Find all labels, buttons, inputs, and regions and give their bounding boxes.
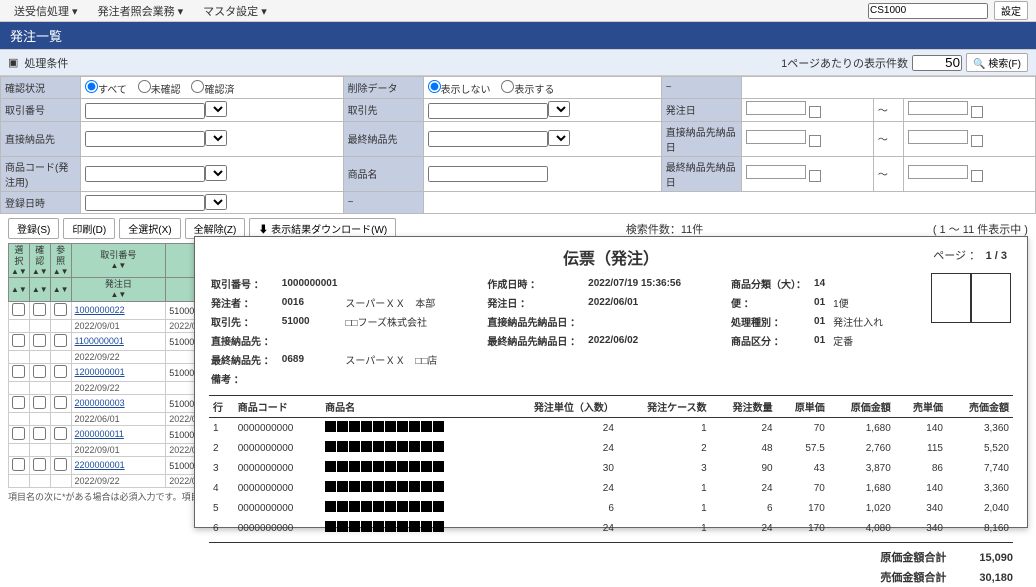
- row-ref[interactable]: [54, 303, 67, 316]
- search-button[interactable]: 🔍 検索(F): [966, 53, 1028, 72]
- txno-link[interactable]: 1100000001: [75, 336, 124, 346]
- radio-show[interactable]: [501, 80, 514, 93]
- row-check[interactable]: [12, 334, 25, 347]
- user-field[interactable]: [868, 3, 988, 19]
- reg-input[interactable]: [85, 195, 205, 211]
- slip-row: 40000000000 24124 701,6801403,360: [209, 478, 1013, 498]
- grid-col[interactable]: 発注日▲▼: [71, 278, 166, 301]
- txno-link[interactable]: 2200000001: [75, 460, 125, 470]
- lbl-deleted: 削除データ: [343, 77, 423, 99]
- partner-input[interactable]: [428, 103, 548, 119]
- topbar: 送受信処理 ▾ 発注者照会業務 ▾ マスタ設定 ▾ 設定: [0, 0, 1036, 22]
- radio-conf[interactable]: [191, 80, 204, 93]
- slip-col: 売単価: [895, 396, 947, 418]
- result-range: ( 1 ～ 11 件表示中 ): [933, 221, 1028, 237]
- menu-inquiry[interactable]: 発注者照会業務 ▾: [92, 1, 190, 21]
- cal-icon[interactable]: [809, 170, 821, 182]
- menu-master[interactable]: マスタ設定 ▾: [197, 1, 273, 21]
- radio-unconf[interactable]: [138, 80, 151, 93]
- txno-link[interactable]: 2000000011: [75, 429, 124, 439]
- direct-input[interactable]: [85, 131, 205, 147]
- total-row: 原価金額合計 15,090: [209, 547, 1013, 567]
- txno-link[interactable]: 2000000003: [75, 398, 125, 408]
- grid-col[interactable]: 参照▲▼: [50, 244, 71, 278]
- slip-col: 発注数量: [711, 396, 777, 418]
- slip-col: 行: [209, 396, 234, 418]
- row-check[interactable]: [12, 427, 25, 440]
- filter-table: 確認状況 すべて 未確認 確認済 削除データ 表示しない 表示する ~ 取引番号…: [0, 76, 1036, 214]
- row-conf[interactable]: [33, 427, 46, 440]
- code-input[interactable]: [85, 166, 205, 182]
- row-check[interactable]: [12, 303, 25, 316]
- row-ref[interactable]: [54, 365, 67, 378]
- txno-link[interactable]: 1000000022: [75, 305, 125, 315]
- row-ref[interactable]: [54, 396, 67, 409]
- slip-col: 発注単位（入数）: [497, 396, 618, 418]
- section-label: 処理条件: [24, 55, 68, 71]
- final-input[interactable]: [428, 131, 548, 147]
- cal-icon[interactable]: [971, 135, 983, 147]
- grid-col[interactable]: ▲▼: [50, 278, 71, 301]
- name-input[interactable]: [428, 166, 548, 182]
- slip-row: 30000000000 30390 433,870867,740: [209, 458, 1013, 478]
- grid-col[interactable]: 取引番号▲▼: [71, 244, 166, 278]
- row-ref[interactable]: [54, 334, 67, 347]
- slip-row: 20000000000 24248 57.52,7601155,520: [209, 438, 1013, 458]
- row-conf[interactable]: [33, 334, 46, 347]
- slip-row: 10000000000 24124 701,6801403,360: [209, 418, 1013, 439]
- slip-row: 60000000000 24124 1704,0803408,160: [209, 518, 1013, 538]
- partner-sel[interactable]: [548, 101, 570, 117]
- cal-icon[interactable]: [971, 170, 983, 182]
- slip-col: 売価金額: [947, 396, 1013, 418]
- slip-col: 発注ケース数: [618, 396, 711, 418]
- slip-col: 商品コード: [234, 396, 321, 418]
- row-check[interactable]: [12, 396, 25, 409]
- txno-input[interactable]: [85, 103, 205, 119]
- stamp-box: [971, 273, 1011, 323]
- menu-txrx[interactable]: 送受信処理 ▾: [8, 1, 84, 21]
- radio-all[interactable]: [85, 80, 98, 93]
- slip-title: 伝票（発注）: [209, 245, 1013, 269]
- grid-col[interactable]: ▲▼: [9, 278, 30, 301]
- slip-col: 原単価: [777, 396, 829, 418]
- print-button[interactable]: 印刷(D): [63, 218, 115, 239]
- per-page-input[interactable]: [912, 55, 962, 71]
- section-header: ▣ 処理条件 1ページあたりの表示件数 🔍 検索(F): [0, 49, 1036, 76]
- txno-link[interactable]: 1200000001: [75, 367, 125, 377]
- slip-grid: 行商品コード商品名発注単位（入数）発注ケース数発注数量原単価原価金額売単価売価金…: [209, 395, 1013, 538]
- result-count: 検索件数：11件: [626, 221, 703, 237]
- grid-col[interactable]: 確認▲▼: [29, 244, 50, 278]
- stamp-box: [931, 273, 971, 323]
- per-page-label: 1ページあたりの表示件数: [781, 55, 908, 71]
- grid-col[interactable]: 選択▲▼: [9, 244, 30, 278]
- grid-col[interactable]: ▲▼: [29, 278, 50, 301]
- settings-button[interactable]: 設定: [994, 1, 1028, 20]
- register-button[interactable]: 登録(S): [8, 218, 59, 239]
- row-check[interactable]: [12, 365, 25, 378]
- lbl-status: 確認状況: [1, 77, 81, 99]
- slip-window: ページ ： 1 / 3 伝票（発注） 取引番号 ：1000000001発注者 ：…: [194, 236, 1028, 528]
- radio-hide[interactable]: [428, 80, 441, 93]
- row-conf[interactable]: [33, 303, 46, 316]
- page-title: 発注一覧: [0, 22, 1036, 49]
- section-toggle-icon[interactable]: ▣: [8, 56, 18, 69]
- row-check[interactable]: [12, 458, 25, 471]
- slip-col: 商品名: [321, 396, 497, 418]
- cal-icon[interactable]: [809, 106, 821, 118]
- txno-sel[interactable]: [205, 101, 227, 117]
- row-conf[interactable]: [33, 396, 46, 409]
- date-to[interactable]: [908, 101, 968, 115]
- row-ref[interactable]: [54, 458, 67, 471]
- selectall-button[interactable]: 全選択(X): [119, 218, 180, 239]
- cal-icon[interactable]: [809, 135, 821, 147]
- row-conf[interactable]: [33, 365, 46, 378]
- slip-col: 原価金額: [829, 396, 895, 418]
- row-conf[interactable]: [33, 458, 46, 471]
- slip-row: 50000000000 616 1701,0203402,040: [209, 498, 1013, 518]
- row-ref[interactable]: [54, 427, 67, 440]
- date-from[interactable]: [746, 101, 806, 115]
- cal-icon[interactable]: [971, 106, 983, 118]
- total-row: 売価金額合計 30,180: [209, 567, 1013, 587]
